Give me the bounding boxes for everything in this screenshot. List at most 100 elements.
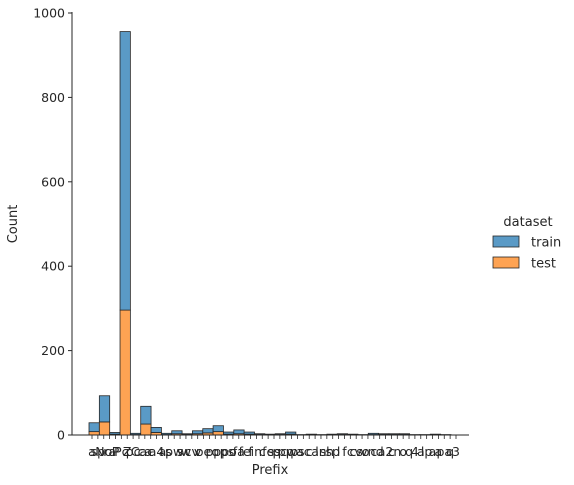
- bar-train: [254, 433, 266, 435]
- x-tick-label: in: [251, 444, 262, 459]
- x-tick-label: 3: [452, 444, 460, 459]
- legend: dataset train test: [492, 215, 561, 272]
- bar-train: [129, 432, 142, 435]
- bar-train: [150, 427, 162, 433]
- bar-test: [212, 431, 224, 436]
- y-tick-label: 0: [57, 428, 65, 443]
- x-tick-label: ln: [315, 444, 326, 459]
- bar-test: [88, 431, 100, 436]
- x-tick-label: a: [435, 444, 443, 459]
- x-tick-label: Z: [123, 444, 132, 459]
- x-tick-label: l: [337, 444, 340, 459]
- x-tick-label: c: [147, 444, 154, 459]
- x-tick-label: pa: [436, 444, 452, 459]
- bar-test: [140, 423, 152, 436]
- bar-train: [233, 429, 245, 435]
- legend-swatch-test: [492, 256, 520, 269]
- x-tick-label: sp: [91, 444, 106, 459]
- x-tick-label: a2: [378, 444, 394, 459]
- x-tick-label: c: [388, 444, 395, 459]
- x-tick-label: s: [165, 444, 172, 459]
- x-tick-label: a: [417, 444, 425, 459]
- x-tick-label: a: [311, 444, 319, 459]
- bar-train: [285, 431, 297, 435]
- y-tick-label: 200: [41, 343, 65, 358]
- x-tick-label: c: [370, 444, 377, 459]
- x-tick-label: 4: [411, 444, 419, 459]
- x-tick-label: pw: [165, 444, 183, 459]
- legend-title: dataset: [503, 215, 552, 230]
- x-tick-label: pc: [272, 444, 287, 459]
- x-tick-label: v: [194, 444, 202, 459]
- x-tick-label: s: [177, 444, 184, 459]
- bar-train: [378, 433, 390, 435]
- bar-train: [388, 433, 400, 435]
- axes-layer: 02004006008001000aspNoraPPcZpcCacaca4asp…: [6, 6, 469, 478]
- bar-test: [98, 421, 111, 436]
- x-tick-label: sp: [325, 444, 340, 459]
- x-tick-label: a4: [149, 444, 165, 459]
- bar-train: [202, 428, 214, 434]
- x-tick-label: pc: [126, 444, 141, 459]
- x-tick-label: d: [376, 444, 384, 459]
- x-axis-label: Prefix: [252, 463, 289, 478]
- x-tick-label: n: [393, 444, 401, 459]
- bar-train: [109, 432, 121, 435]
- x-tick-label: Pc: [114, 444, 129, 459]
- bar-train: [88, 422, 100, 433]
- x-tick-label: w: [286, 444, 296, 459]
- x-tick-label: ps: [220, 444, 234, 459]
- bar-train: [367, 432, 379, 435]
- bar-train: [212, 425, 224, 433]
- x-tick-label: o: [229, 444, 237, 459]
- x-tick-label: w: [181, 444, 191, 459]
- x-tick-label: cs: [349, 444, 362, 459]
- bar-train: [98, 395, 111, 423]
- bars-layer: [88, 31, 452, 436]
- x-tick-label: ps: [290, 444, 304, 459]
- x-tick-label: ac: [296, 444, 311, 459]
- bar-train: [140, 405, 152, 425]
- x-tick-label: cv: [185, 444, 200, 459]
- x-tick-label: p: [205, 444, 213, 459]
- x-tick-label: o: [211, 444, 219, 459]
- legend-label-test: test: [531, 257, 556, 272]
- x-tick-label: c: [347, 444, 354, 459]
- bar-train: [171, 430, 183, 435]
- x-tick-label: c: [306, 444, 313, 459]
- x-tick-label: No: [95, 444, 112, 459]
- x-tick-label: pp: [213, 444, 229, 459]
- bar-train: [398, 433, 411, 435]
- x-tick-label: vn: [360, 444, 375, 459]
- y-axis-label: Count: [6, 205, 21, 244]
- y-tick-label: 400: [41, 259, 65, 274]
- bar-test: [119, 309, 131, 436]
- x-tick-label: lp: [421, 444, 432, 459]
- bar-train: [336, 433, 348, 435]
- x-tick-label: a: [429, 444, 437, 459]
- x-tick-label: q: [405, 444, 413, 459]
- x-tick-label: sh: [320, 444, 334, 459]
- y-tick-label: 600: [41, 174, 65, 189]
- x-tick-label: oe: [196, 444, 212, 459]
- x-tick-label: ca: [138, 444, 153, 459]
- x-tick-label: fe: [239, 444, 251, 459]
- bar-train: [274, 433, 286, 435]
- legend-swatch-train: [492, 235, 520, 248]
- legend-label-train: train: [531, 236, 561, 251]
- bar-train: [192, 430, 204, 435]
- x-tick-label: fe: [262, 444, 274, 459]
- bar-train: [160, 432, 173, 435]
- x-tick-label: q: [446, 444, 454, 459]
- x-tick-label: o: [399, 444, 407, 459]
- x-tick-label: f: [248, 444, 253, 459]
- x-tick-label: a: [159, 444, 167, 459]
- x-tick-label: c: [259, 444, 266, 459]
- bar-train: [119, 31, 131, 311]
- x-tick-label: Ca: [131, 444, 147, 459]
- x-tick-label: vo: [355, 444, 370, 459]
- y-tick-label: 1000: [33, 6, 65, 21]
- x-tick-label: P: [112, 444, 120, 459]
- x-tick-label: ss: [267, 444, 280, 459]
